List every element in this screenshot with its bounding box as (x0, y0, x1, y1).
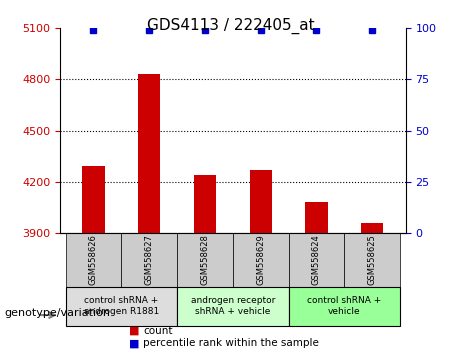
FancyBboxPatch shape (289, 233, 344, 287)
Bar (138, 74, 160, 233)
Text: androgen receptor
shRNA + vehicle: androgen receptor shRNA + vehicle (190, 296, 275, 316)
FancyBboxPatch shape (233, 233, 289, 287)
FancyBboxPatch shape (65, 233, 121, 287)
Text: count: count (143, 326, 172, 336)
FancyBboxPatch shape (177, 233, 233, 287)
Text: GSM558629: GSM558629 (256, 234, 265, 285)
Text: GSM558624: GSM558624 (312, 234, 321, 285)
FancyBboxPatch shape (289, 287, 400, 326)
Text: ■: ■ (129, 338, 140, 348)
Text: control shRNA +
androgen R1881: control shRNA + androgen R1881 (83, 296, 159, 316)
Text: percentile rank within the sample: percentile rank within the sample (143, 338, 319, 348)
FancyBboxPatch shape (65, 287, 177, 326)
Text: GSM558627: GSM558627 (145, 234, 154, 285)
Bar (82, 166, 105, 233)
FancyBboxPatch shape (344, 233, 400, 287)
Text: genotype/variation: genotype/variation (5, 308, 111, 318)
Bar (249, 170, 272, 233)
Bar (305, 202, 328, 233)
Text: GSM558625: GSM558625 (368, 234, 377, 285)
Text: ■: ■ (129, 326, 140, 336)
Text: GSM558628: GSM558628 (201, 234, 209, 285)
Bar (361, 223, 384, 233)
Text: control shRNA +
vehicle: control shRNA + vehicle (307, 296, 381, 316)
FancyBboxPatch shape (121, 233, 177, 287)
Bar (194, 175, 216, 233)
FancyBboxPatch shape (177, 287, 289, 326)
Text: GSM558626: GSM558626 (89, 234, 98, 285)
Text: GDS4113 / 222405_at: GDS4113 / 222405_at (147, 18, 314, 34)
